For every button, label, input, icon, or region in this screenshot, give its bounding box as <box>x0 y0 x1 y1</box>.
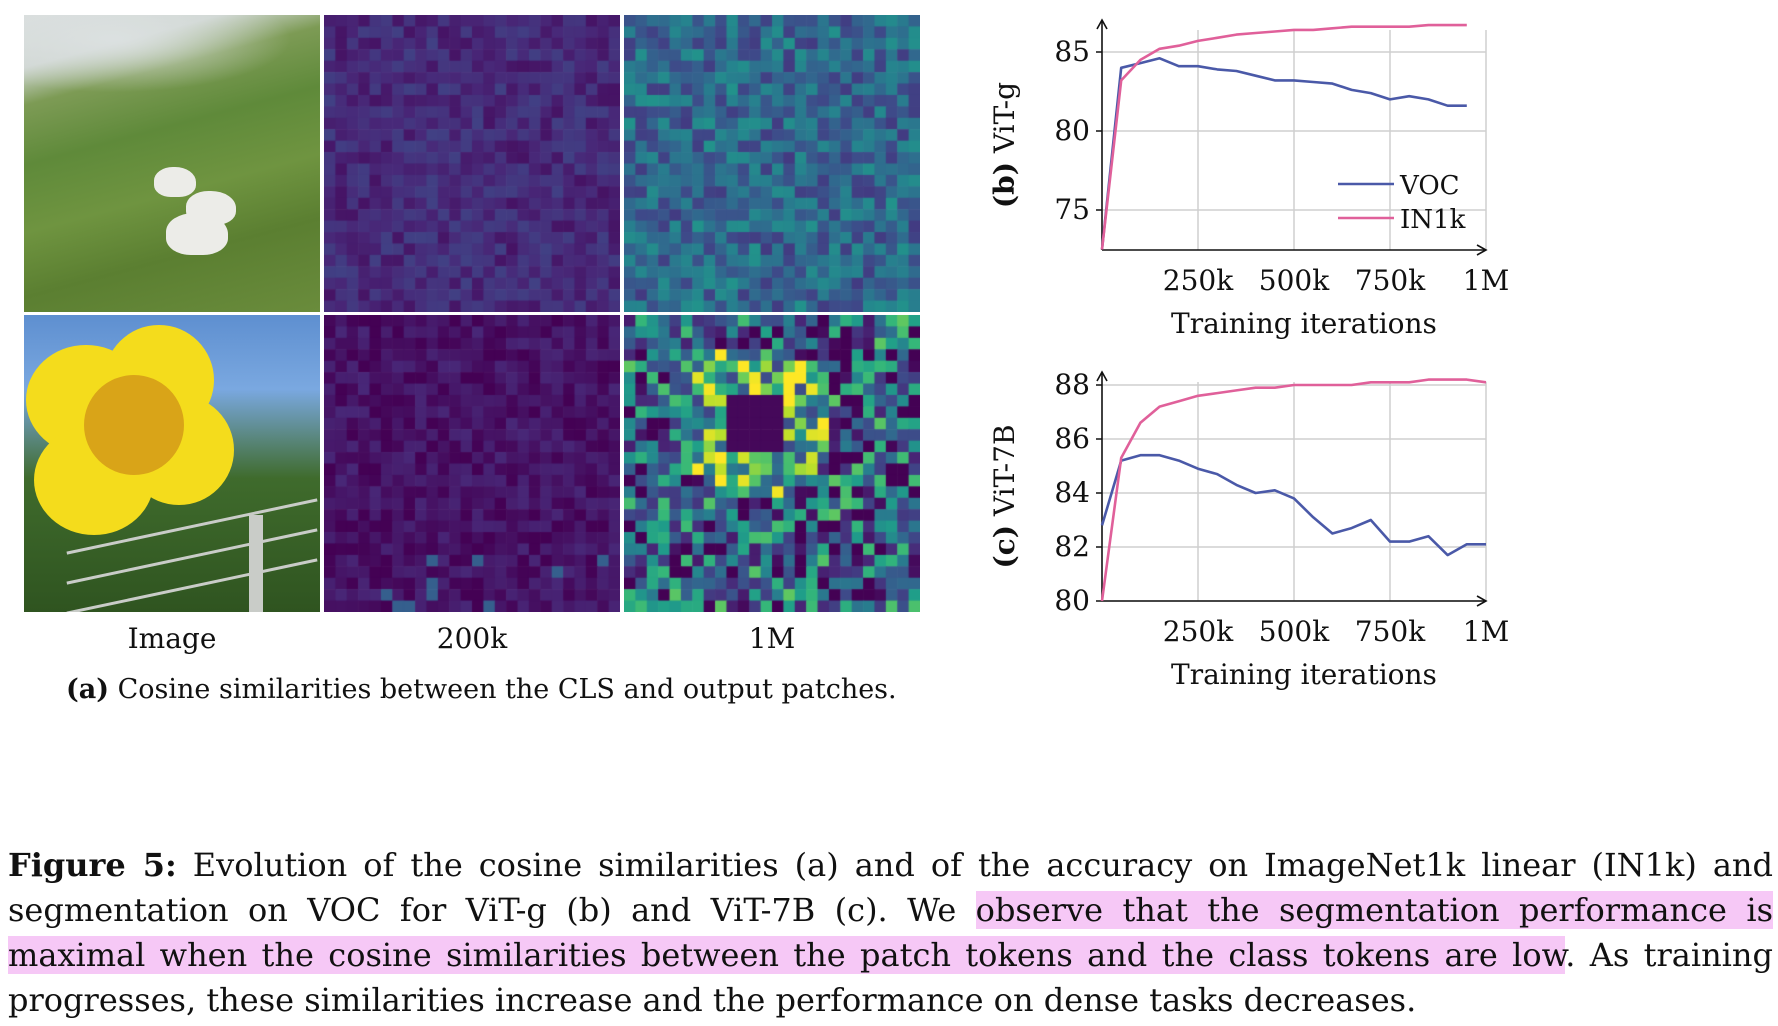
x-tick-label: 500k <box>1259 264 1330 297</box>
heatmap-sheep-200k <box>324 15 620 312</box>
series-line-in1k <box>1100 23 1467 250</box>
legend-label-in1k: IN1k <box>1400 205 1466 235</box>
caption-text: segmentation on VOC for ViT-g (b) and Vi… <box>8 891 976 929</box>
heatmap-flower-1m <box>624 315 920 612</box>
y-axis-arrow <box>1096 18 1108 30</box>
x-axis-label: Training iterations <box>1171 307 1437 340</box>
legend-label-voc: VOC <box>1399 171 1460 201</box>
x-axis-arrow <box>1476 244 1488 256</box>
flower-petal <box>84 375 184 475</box>
y-tick-label: 82 <box>1054 530 1090 563</box>
series-line-in1k <box>1100 378 1487 602</box>
sheep-figure <box>154 167 196 197</box>
y-tick-label: 86 <box>1054 422 1090 455</box>
column-label-200k: 200k <box>436 622 508 655</box>
sheep-photo <box>24 15 320 312</box>
x-axis-arrow <box>1476 595 1488 607</box>
y-axis-arrow <box>1096 370 1108 382</box>
heatmap-sheep-1m <box>624 15 920 312</box>
subcaption-a-text: Cosine similarities between the CLS and … <box>109 674 897 705</box>
caption-line: Figure 5: Evolution of the cosine simila… <box>8 843 1773 888</box>
x-tick-label: 250k <box>1163 264 1234 297</box>
subcaption-a: (a) Cosine similarities between the CLS … <box>66 674 897 705</box>
flower-photo <box>24 315 320 612</box>
figure-caption: Figure 5: Evolution of the cosine simila… <box>8 843 1774 1023</box>
column-label-1m: 1M <box>748 622 796 655</box>
y-tick-label: 80 <box>1054 584 1090 617</box>
x-tick-label: 750k <box>1355 615 1426 648</box>
caption-highlight: maximal when the cosine similarities bet… <box>8 936 1566 974</box>
x-tick-label: 1M <box>1463 264 1509 297</box>
series-line-voc <box>1100 453 1486 557</box>
y-tick-label: 80 <box>1054 114 1090 147</box>
line-charts: 250k 500k 750k 1M 75 80 85 Training iterations (… <box>988 18 1509 691</box>
x-tick-label: 1M <box>1463 615 1509 648</box>
subcaption-a-label: (a) <box>66 674 110 705</box>
caption-text: progresses, these similarities increase … <box>8 981 1417 1019</box>
x-tick-label: 750k <box>1355 264 1426 297</box>
caption-figure-label: Figure 5: <box>8 846 177 884</box>
y-tick-label: 75 <box>1054 193 1090 226</box>
caption-line: maximal when the cosine similarities bet… <box>8 933 1773 978</box>
y-tick-label: 84 <box>1054 476 1090 509</box>
caption-text: Evolution of the cosine similarities (a)… <box>176 846 1774 884</box>
y-axis-label: (b) ViT-g <box>988 82 1021 208</box>
y-tick-label: 85 <box>1054 35 1090 68</box>
caption-highlight: observe that the segmentation performanc… <box>975 891 1774 929</box>
caption-line: segmentation on VOC for ViT-g (b) and Vi… <box>8 888 1774 933</box>
x-axis-label: Training iterations <box>1171 658 1437 691</box>
heatmap-flower-200k <box>324 315 620 612</box>
x-tick-label: 250k <box>1163 615 1234 648</box>
series-line-voc <box>1100 57 1467 250</box>
y-tick-label: 88 <box>1054 368 1090 401</box>
y-axis-label: (c) ViT-7B <box>988 424 1021 568</box>
column-label-image: Image <box>127 622 217 655</box>
caption-text: . As training <box>1565 936 1774 974</box>
caption-line: progresses, these similarities increase … <box>8 978 1773 1023</box>
sheep-figure <box>166 213 228 255</box>
x-tick-label: 500k <box>1259 615 1330 648</box>
